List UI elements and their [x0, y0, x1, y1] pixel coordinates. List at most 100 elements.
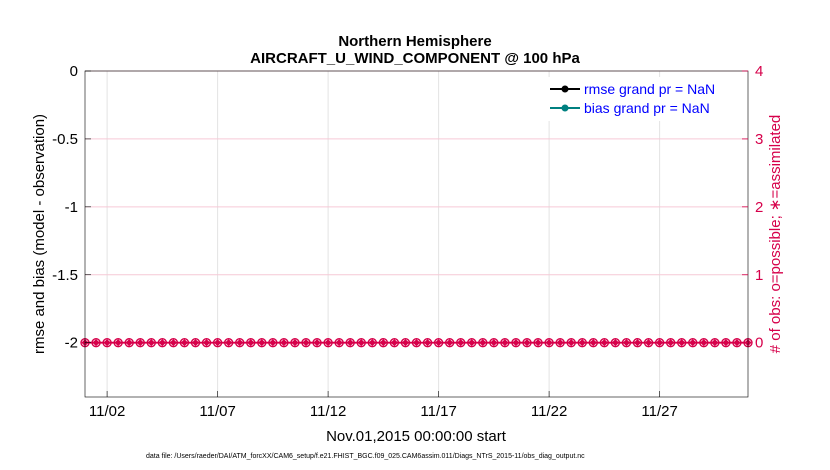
obs-assimilated-marker — [633, 339, 642, 347]
obs-possible-marker — [422, 337, 433, 348]
obs-possible-marker — [301, 337, 311, 348]
chart-title: Northern Hemisphere — [338, 33, 491, 50]
obs-possible-marker — [257, 337, 267, 348]
legend-box — [546, 77, 744, 121]
obs-assimilated-marker — [236, 339, 244, 347]
obs-assimilated-marker — [202, 339, 211, 347]
obs-assimilated-marker — [147, 339, 155, 347]
obs-possible-marker — [290, 337, 300, 348]
obs-assimilated-marker — [346, 339, 354, 347]
obs-assimilated-marker — [136, 339, 144, 347]
y-tick-label: -1.5 — [52, 267, 78, 284]
obs-possible-marker — [124, 337, 134, 348]
obs-assimilated-marker — [379, 339, 387, 347]
obs-assimilated-marker — [247, 339, 255, 347]
obs-assimilated-marker — [291, 339, 299, 347]
obs-assimilated-marker — [390, 339, 398, 347]
obs-possible-marker — [654, 337, 665, 348]
obs-possible-marker — [113, 337, 123, 348]
obs-possible-marker — [566, 337, 576, 348]
obs-possible-marker — [632, 337, 643, 348]
y2-tick-label: 1 — [755, 267, 763, 284]
legend-rmse-label: rmse grand pr = NaN — [584, 81, 715, 97]
obs-assimilated-marker — [468, 339, 476, 347]
obs-assimilated-marker — [556, 339, 564, 347]
obs-assimilated-marker — [600, 339, 608, 347]
obs-assimilated-marker — [667, 339, 675, 347]
legend-rmse-marker — [561, 85, 569, 93]
obs-possible-marker — [345, 337, 355, 348]
obs-assimilated-marker — [523, 339, 531, 347]
obs-assimilated-marker — [368, 339, 376, 347]
obs-possible-marker — [400, 337, 411, 348]
obs-possible-marker — [577, 337, 587, 348]
x-axis-label: Nov.01,2015 00:00:00 start — [326, 428, 507, 445]
plot-area — [84, 70, 749, 398]
obs-assimilated-marker — [501, 339, 509, 347]
y-tick-label: -2 — [65, 335, 78, 352]
y2-tick-label: 0 — [755, 335, 763, 352]
obs-possible-marker — [246, 337, 256, 348]
obs-possible-marker — [312, 337, 322, 348]
obs-possible-marker — [367, 337, 377, 348]
obs-possible-marker — [721, 337, 731, 348]
y-tick-label: 0 — [70, 63, 78, 80]
obs-assimilated-marker — [678, 339, 686, 347]
y2-axis-label: # of obs: o=possible; ∗=assimilated — [767, 115, 784, 354]
obs-possible-marker — [621, 337, 632, 348]
obs-possible-marker — [157, 337, 168, 348]
x-tick-label: 11/17 — [420, 403, 456, 420]
obs-possible-marker — [456, 337, 466, 348]
obs-possible-marker — [643, 337, 654, 348]
obs-assimilated-marker — [412, 339, 421, 347]
obs-assimilated-marker — [269, 339, 277, 347]
obs-assimilated-marker — [644, 339, 653, 347]
obs-assimilated-marker — [435, 339, 443, 347]
obs-possible-marker — [356, 337, 366, 348]
obs-assimilated-marker — [589, 339, 597, 347]
x-tick-label: 11/27 — [641, 403, 677, 420]
obs-count-markers — [80, 337, 753, 348]
obs-assimilated-marker — [534, 339, 542, 347]
obs-possible-marker — [389, 337, 400, 348]
obs-possible-marker — [334, 337, 344, 348]
obs-assimilated-marker — [225, 339, 233, 347]
y2-tick-label: 2 — [755, 199, 763, 216]
obs-assimilated-marker — [545, 339, 553, 347]
obs-possible-marker — [444, 337, 455, 348]
obs-possible-marker — [223, 337, 234, 348]
obs-possible-marker — [168, 337, 179, 348]
obs-possible-marker — [555, 337, 565, 348]
obs-possible-marker — [533, 337, 543, 348]
obs-possible-marker — [135, 337, 145, 348]
obs-possible-marker — [91, 337, 101, 348]
obs-assimilated-marker — [180, 339, 189, 347]
legend-bias-marker — [561, 104, 569, 112]
obs-assimilated-marker — [191, 339, 200, 347]
obs-possible-marker — [467, 337, 477, 348]
obs-possible-marker — [190, 337, 201, 348]
obs-possible-marker — [268, 337, 278, 348]
obs-assimilated-marker — [313, 339, 321, 347]
obs-assimilated-marker — [158, 339, 166, 347]
obs-assimilated-marker — [114, 339, 122, 347]
obs-assimilated-marker — [700, 339, 708, 347]
obs-assimilated-marker — [567, 339, 575, 347]
obs-assimilated-marker — [258, 339, 266, 347]
obs-assimilated-marker — [357, 339, 365, 347]
data-file-footer: data file: /Users/raeder/DAI/ATM_forcXX/… — [146, 453, 585, 460]
obs-possible-marker — [677, 337, 687, 348]
obs-possible-marker — [279, 337, 289, 348]
obs-possible-marker — [665, 337, 676, 348]
obs-possible-marker — [212, 337, 223, 348]
x-tick-label: 11/02 — [89, 403, 125, 420]
obs-possible-marker — [511, 337, 521, 348]
obs-assimilated-marker — [622, 339, 631, 347]
obs-possible-marker — [411, 337, 422, 348]
obs-assimilated-marker — [446, 339, 454, 347]
obs-possible-marker — [146, 337, 157, 348]
obs-assimilated-marker — [711, 339, 719, 347]
obs-assimilated-marker — [214, 339, 222, 347]
obs-possible-marker — [522, 337, 532, 348]
y2-tick-label: 4 — [755, 63, 763, 80]
